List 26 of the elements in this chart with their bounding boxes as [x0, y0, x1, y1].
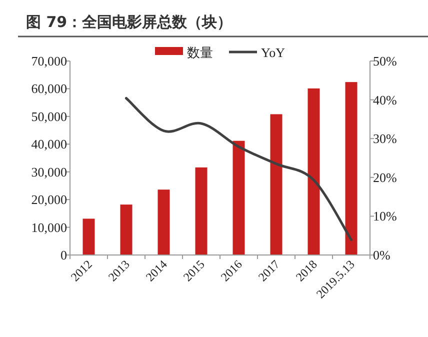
y-tick-label: 30,000 — [31, 164, 67, 180]
bar — [158, 190, 170, 255]
y2-tick-label: 20% — [373, 170, 397, 185]
y2-tick-label: 40% — [373, 92, 397, 108]
y-tick-label: 20,000 — [31, 192, 67, 208]
y2-tick-label: 0% — [373, 248, 390, 262]
y-tick-label: 60,000 — [31, 81, 67, 96]
bar — [195, 167, 208, 255]
bar — [345, 82, 358, 255]
y-tick-label: 40,000 — [31, 136, 67, 152]
legend-label: YoY — [261, 45, 286, 60]
bar — [270, 114, 282, 255]
bar — [308, 88, 320, 255]
y-tick-label: 0 — [60, 248, 67, 262]
chart-title: 图 79：全国电影屏总数（块） — [26, 13, 232, 31]
bar — [82, 218, 95, 255]
y-tick-label: 70,000 — [31, 54, 67, 68]
y-tick-label: 50,000 — [31, 108, 67, 124]
bar — [120, 204, 132, 255]
y-tick-label: 10,000 — [31, 220, 67, 235]
bar — [232, 140, 245, 255]
line-series — [125, 97, 352, 242]
legend-label: 数量 — [187, 45, 213, 60]
y2-tick-label: 50% — [373, 54, 397, 68]
y2-tick-label: 10% — [373, 208, 397, 224]
y2-tick-label: 30% — [373, 131, 397, 146]
